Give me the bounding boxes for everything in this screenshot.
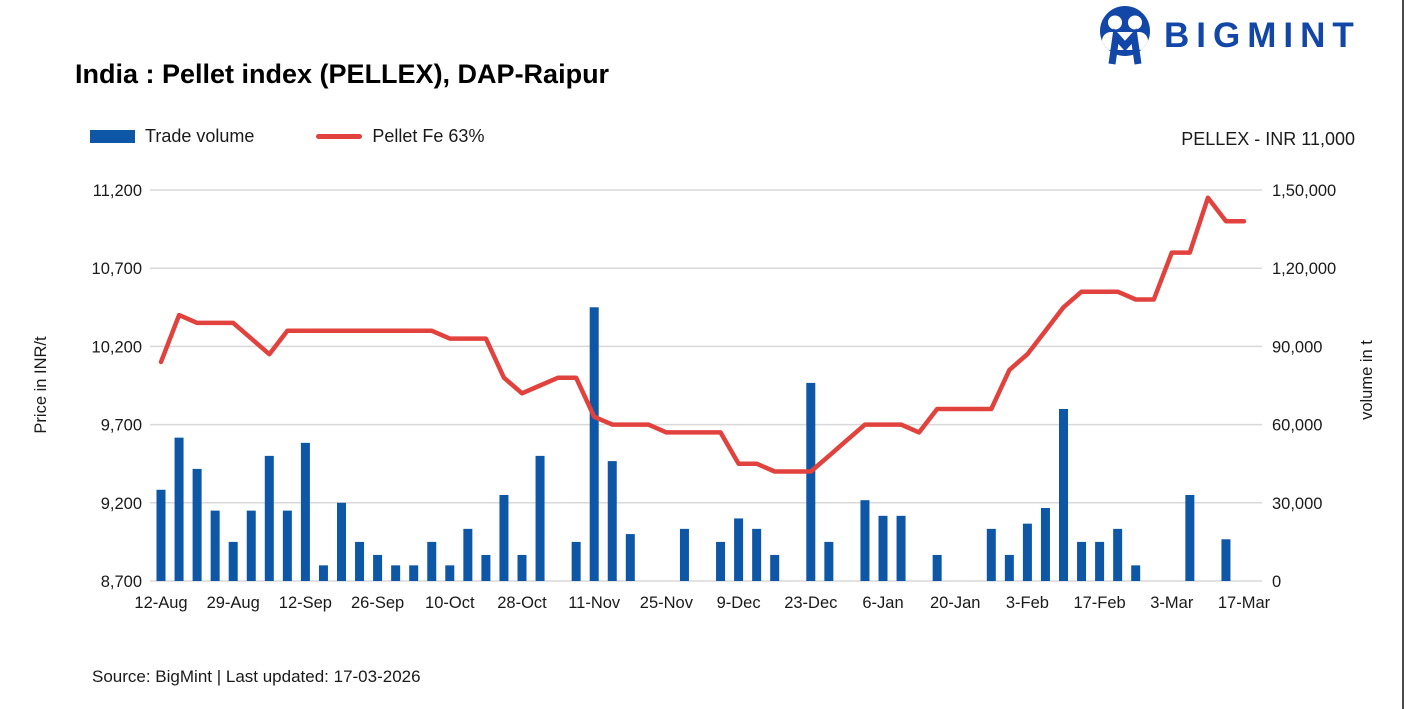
x-axis-tick: 10-Oct <box>425 594 475 612</box>
volume-bar <box>499 494 509 581</box>
volume-bar <box>1059 408 1068 581</box>
volume-bar <box>860 500 870 581</box>
volume-bar <box>770 554 780 581</box>
x-axis-tick: 17-Mar <box>1218 594 1271 612</box>
volume-bar <box>932 554 942 581</box>
trade-volume-swatch <box>90 130 135 143</box>
x-axis-tick: 11-Nov <box>568 594 621 612</box>
x-axis-tick: 12-Aug <box>134 594 187 612</box>
y-axis-tick-right: 0 <box>1272 573 1281 591</box>
volume-bar <box>806 382 816 581</box>
volume-bar <box>318 565 328 581</box>
x-axis-tick: 20-Jan <box>930 594 980 612</box>
volume-bar <box>1004 554 1014 581</box>
volume-bar <box>264 455 274 581</box>
legend-item-trade-volume: Trade volume <box>90 126 254 147</box>
y-axis-tick-left: 8,700 <box>101 573 142 591</box>
y-axis-tick-right: 1,50,000 <box>1272 182 1336 200</box>
chart-legend: Trade volume Pellet Fe 63% <box>90 126 484 147</box>
volume-bar <box>337 502 346 581</box>
y-axis-tick-left: 9,200 <box>101 495 142 513</box>
y-axis-tick-right: 30,000 <box>1272 495 1322 513</box>
volume-bar <box>752 528 762 581</box>
volume-bar <box>1077 541 1087 581</box>
x-axis-tick: 23-Dec <box>784 594 837 612</box>
volume-bar <box>679 528 689 581</box>
volume-bar <box>192 468 202 581</box>
volume-bar <box>391 565 401 581</box>
left-axis-title: Price in INR/t <box>32 336 50 434</box>
x-axis-tick: 9-Dec <box>717 594 761 612</box>
right-axis-title: volume in t <box>1358 340 1376 420</box>
pellet-fe-swatch <box>316 134 363 139</box>
bigmint-logo: BIGMINT <box>1098 5 1361 67</box>
y-axis-tick-left: 10,700 <box>92 260 142 278</box>
volume-bar <box>174 437 184 581</box>
volume-bar <box>824 541 834 581</box>
x-axis-tick: 3-Feb <box>1006 594 1049 612</box>
legend-label-trade-volume: Trade volume <box>145 126 255 146</box>
volume-bar <box>282 510 292 581</box>
source-note: Source: BigMint | Last updated: 17-03-20… <box>92 667 421 686</box>
x-axis-tick: 6-Jan <box>862 594 903 612</box>
y-axis-tick-right: 90,000 <box>1272 338 1322 356</box>
x-axis-tick: 17-Feb <box>1073 594 1125 612</box>
y-axis-tick-left: 9,700 <box>101 417 142 435</box>
volume-bar <box>1185 494 1195 581</box>
volume-bar <box>427 541 437 581</box>
volume-bar <box>355 541 365 581</box>
volume-bar <box>716 541 726 581</box>
x-axis-tick: 3-Mar <box>1150 594 1194 612</box>
window-edge-divider <box>1402 0 1404 709</box>
volume-bar <box>535 455 545 581</box>
volume-bar <box>481 554 491 581</box>
volume-bar <box>607 461 617 581</box>
volume-bar <box>625 534 635 581</box>
y-axis-tick-right: 1,20,000 <box>1272 260 1336 278</box>
volume-bar <box>896 515 906 581</box>
chart-title: India : Pellet index (PELLEX), DAP-Raipu… <box>75 59 610 89</box>
volume-bar <box>589 307 599 581</box>
volume-bar <box>517 554 527 581</box>
x-axis-tick: 26-Sep <box>351 594 404 612</box>
legend-item-pellet-fe: Pellet Fe 63% <box>316 126 484 147</box>
volume-bar <box>1040 508 1050 581</box>
volume-bar <box>300 442 310 581</box>
x-axis-tick: 28-Oct <box>497 594 547 612</box>
volume-bar <box>1113 528 1123 581</box>
legend-label-pellet-fe: Pellet Fe 63% <box>372 126 485 146</box>
y-axis-tick-right: 60,000 <box>1272 417 1322 435</box>
volume-bar <box>1131 565 1141 581</box>
volume-bar <box>445 565 455 581</box>
volume-bar <box>373 554 383 581</box>
volume-bar <box>571 541 581 581</box>
volume-bar <box>734 518 744 581</box>
volume-bar <box>878 515 888 581</box>
x-axis-tick: 25-Nov <box>640 594 694 612</box>
x-axis-tick: 29-Aug <box>207 594 260 612</box>
bigmint-logo-text: BIGMINT <box>1164 16 1361 55</box>
x-axis-tick: 12-Sep <box>279 594 332 612</box>
volume-bar <box>986 528 996 581</box>
volume-bar <box>156 489 166 581</box>
volume-bar <box>1022 523 1032 581</box>
volume-bar <box>1221 539 1231 581</box>
volume-bar <box>1095 541 1105 581</box>
bigmint-logo-icon <box>1100 6 1150 65</box>
pellet-price-line <box>158 195 1247 474</box>
volume-bar <box>228 541 238 581</box>
pellex-latest-value-label: PELLEX - INR 11,000 <box>1181 129 1355 149</box>
y-axis-tick-left: 11,200 <box>93 182 142 200</box>
y-axis-tick-left: 10,200 <box>92 338 142 356</box>
volume-bar <box>463 528 473 581</box>
volume-bar <box>210 510 220 581</box>
volume-bar <box>246 510 256 581</box>
volume-bar <box>409 565 419 581</box>
